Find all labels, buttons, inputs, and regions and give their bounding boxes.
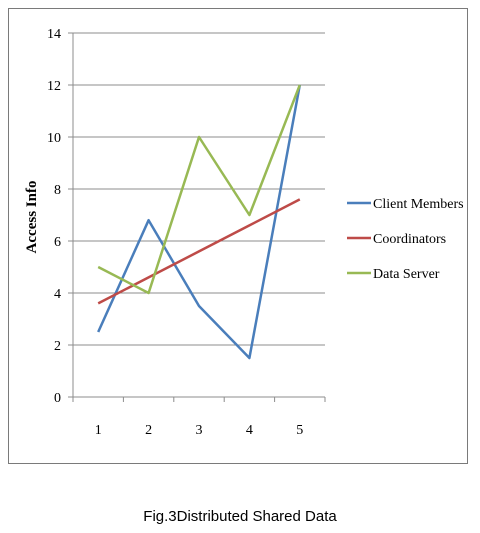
y-tick-label: 8 bbox=[54, 183, 61, 198]
y-tick-label: 4 bbox=[54, 287, 61, 302]
y-tick-label: 12 bbox=[47, 79, 61, 94]
y-tick-label: 6 bbox=[54, 235, 61, 250]
y-tick-label: 10 bbox=[47, 131, 61, 146]
legend: Client Members Coordinators Data Server bbox=[347, 197, 464, 282]
chart-frame bbox=[8, 8, 468, 464]
x-tick-label: 1 bbox=[95, 423, 102, 438]
legend-label: Client Members bbox=[373, 197, 464, 212]
figure-caption: Fig.3Distributed Shared Data bbox=[143, 508, 337, 525]
legend-label: Coordinators bbox=[373, 232, 446, 247]
series-line-data-server bbox=[97, 84, 301, 295]
y-tick-label: 2 bbox=[54, 339, 61, 354]
y-tick-label: 14 bbox=[47, 27, 61, 42]
y-tick-labels: 0 2 4 6 8 10 12 14 bbox=[47, 27, 61, 406]
x-tick-labels: 1 2 3 4 5 bbox=[95, 423, 304, 438]
x-tick-label: 2 bbox=[145, 423, 152, 438]
axes bbox=[68, 32, 326, 402]
x-tick-label: 3 bbox=[196, 423, 203, 438]
y-axis-label: Access Info bbox=[24, 181, 40, 254]
series-line-coordinators bbox=[97, 198, 301, 305]
series-lines bbox=[97, 84, 302, 360]
y-tick-label: 0 bbox=[54, 391, 61, 406]
x-tick-label: 4 bbox=[246, 423, 253, 438]
legend-label: Data Server bbox=[373, 267, 440, 282]
series-line-client-members bbox=[97, 84, 302, 360]
x-tick-label: 5 bbox=[296, 423, 303, 438]
